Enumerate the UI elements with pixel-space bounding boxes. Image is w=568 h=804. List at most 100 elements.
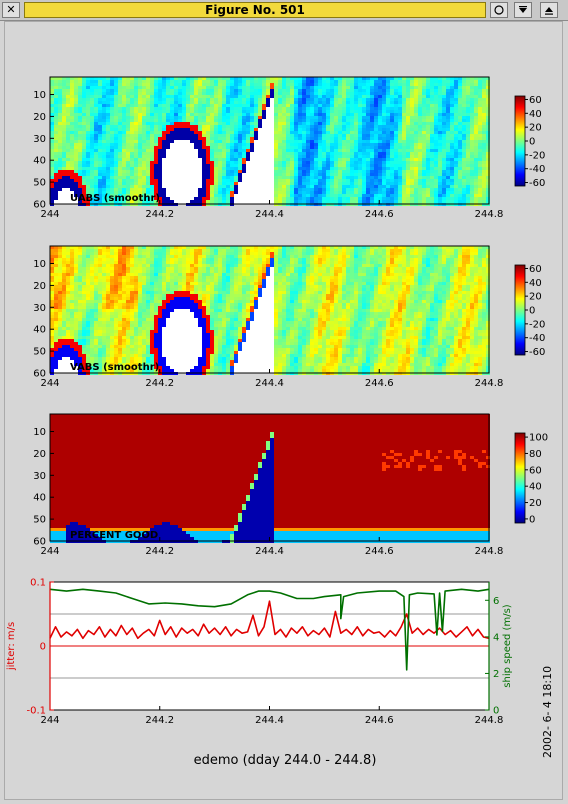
heatmap-cell: [210, 134, 214, 137]
heatmap-cell: [302, 98, 306, 101]
heatmap-cell: [274, 128, 278, 131]
heatmap-cell: [450, 188, 454, 191]
heatmap-cell: [110, 83, 114, 86]
heatmap-cell: [334, 83, 338, 86]
heatmap-cell: [314, 146, 318, 149]
maximize-icon[interactable]: [540, 2, 558, 18]
heatmap-cell: [474, 185, 478, 188]
heatmap-cell: [482, 194, 486, 197]
heatmap-cell: [306, 89, 310, 92]
heatmap-cell: [374, 107, 378, 110]
heatmap-cell: [422, 167, 426, 170]
heatmap-cell: [314, 176, 318, 179]
heatmap-cell: [470, 149, 474, 152]
heatmap-cell: [94, 342, 98, 345]
heatmap-cell: [422, 176, 426, 179]
heatmap-cell: [146, 179, 150, 182]
heatmap-cell: [262, 116, 266, 119]
heatmap-cell: [70, 303, 74, 306]
circle-icon[interactable]: [490, 2, 508, 18]
heatmap-cell: [414, 191, 418, 194]
heatmap-cell: [302, 182, 306, 185]
heatmap-cell: [50, 324, 54, 327]
heatmap-cell: [326, 86, 330, 89]
heatmap-cell: [470, 101, 474, 104]
heatmap-cell: [66, 155, 70, 158]
heatmap-cell: [62, 182, 66, 185]
heatmap-cell: [110, 113, 114, 116]
heatmap-cell: [434, 149, 438, 152]
heatmap-cell: [322, 113, 326, 116]
heatmap-cell: [98, 339, 102, 342]
heatmap-cell: [282, 110, 286, 113]
heatmap-cell: [282, 167, 286, 170]
heatmap-cell: [150, 95, 154, 98]
heatmap-cell: [394, 146, 398, 149]
heatmap-cell: [210, 164, 214, 167]
heatmap-cell: [342, 92, 346, 95]
heatmap-cell: [106, 264, 110, 267]
heatmap-cell: [66, 252, 70, 255]
heatmap-cell: [114, 182, 118, 185]
heatmap-cell: [318, 170, 322, 173]
heatmap-cell: [122, 155, 126, 158]
heatmap-cell: [290, 83, 294, 86]
heatmap-cell: [210, 77, 214, 80]
heatmap-cell: [442, 188, 446, 191]
close-icon[interactable]: ✕: [2, 2, 20, 18]
title-box[interactable]: Figure No. 501: [24, 2, 486, 18]
heatmap-cell: [82, 321, 86, 324]
heatmap-cell: [78, 309, 82, 312]
heatmap-cell: [62, 267, 66, 270]
minimize-icon[interactable]: [514, 2, 532, 18]
heatmap-cell: [226, 137, 230, 140]
heatmap-cell: [182, 80, 186, 83]
heatmap-cell: [74, 164, 78, 167]
heatmap-cell: [418, 143, 422, 146]
heatmap-cell: [86, 288, 90, 291]
heatmap-cell: [394, 92, 398, 95]
heatmap-cell: [370, 158, 374, 161]
heatmap-cell: [482, 131, 486, 134]
heatmap-cell: [126, 122, 130, 125]
heatmap-cell: [338, 77, 342, 80]
heatmap-cell: [62, 176, 66, 179]
heatmap-cell: [462, 134, 466, 137]
heatmap-cell: [102, 294, 106, 297]
heatmap-cell: [86, 276, 90, 279]
heatmap-cell: [350, 86, 354, 89]
heatmap-cell: [130, 140, 134, 143]
heatmap-cell: [478, 143, 482, 146]
heatmap-cell: [274, 173, 278, 176]
heatmap-cell: [266, 92, 270, 95]
heatmap-cell: [142, 170, 146, 173]
heatmap-cell: [94, 107, 98, 110]
heatmap-cell: [430, 194, 434, 197]
heatmap-cell: [186, 122, 190, 125]
heatmap-cell: [286, 197, 290, 200]
heatmap-cell: [290, 146, 294, 149]
heatmap-cell: [354, 161, 358, 164]
heatmap-cell: [166, 116, 170, 119]
heatmap-cell: [138, 197, 142, 200]
heatmap-cell: [326, 185, 330, 188]
heatmap-cell: [334, 173, 338, 176]
heatmap-cell: [394, 107, 398, 110]
heatmap-cell: [310, 140, 314, 143]
heatmap-cell: [94, 155, 98, 158]
heatmap-cell: [474, 104, 478, 107]
heatmap-cell: [438, 155, 442, 158]
heatmap-cell: [442, 131, 446, 134]
heatmap-cell: [90, 158, 94, 161]
heatmap-cell: [162, 125, 166, 128]
heatmap-cell: [214, 146, 218, 149]
heatmap-cell: [66, 327, 70, 330]
heatmap-cell: [74, 249, 78, 252]
heatmap-cell: [218, 95, 222, 98]
heatmap-cell: [306, 86, 310, 89]
heatmap-cell: [74, 131, 78, 134]
heatmap-cell: [410, 140, 414, 143]
heatmap-cell: [362, 104, 366, 107]
heatmap-cell: [206, 83, 210, 86]
heatmap-cell: [110, 116, 114, 119]
